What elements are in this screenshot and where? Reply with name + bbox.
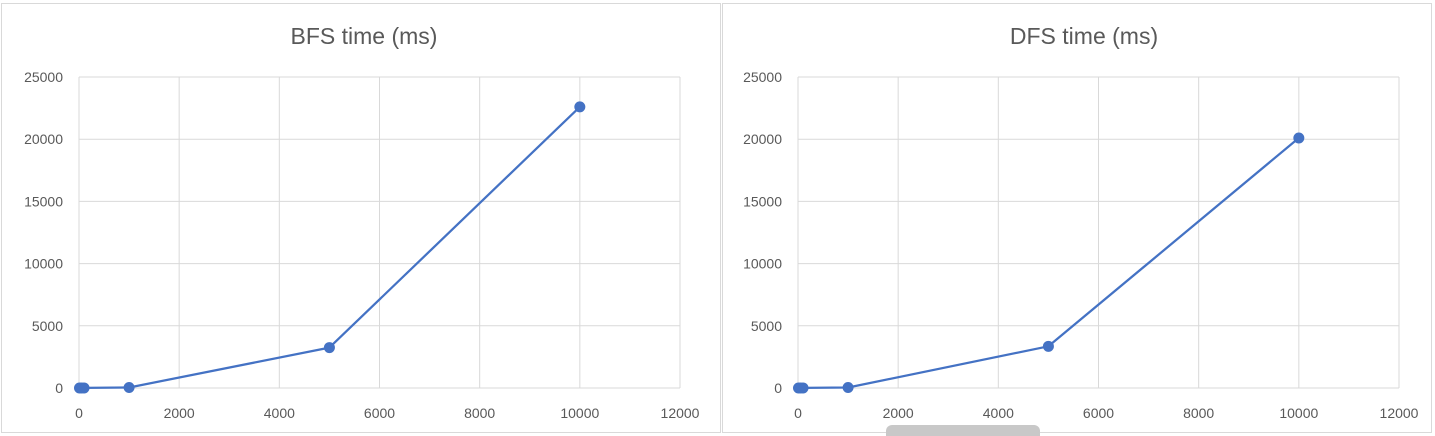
y-tick-label: 0 bbox=[774, 380, 782, 396]
x-tick-label: 0 bbox=[794, 405, 802, 421]
chart-title: BFS time (ms) bbox=[291, 23, 438, 49]
x-tick-label: 2000 bbox=[164, 405, 195, 421]
x-tick-label: 2000 bbox=[883, 405, 914, 421]
data-point bbox=[842, 382, 854, 394]
y-tick-label: 20000 bbox=[743, 131, 782, 147]
x-tick-label: 12000 bbox=[661, 405, 700, 421]
x-tick-label: 12000 bbox=[1380, 405, 1419, 421]
dfs-chart-plot: DFS time (ms) 0 5000 10000 15000 20000 25000 0 2… bbox=[743, 23, 1419, 421]
y-tick-label: 5000 bbox=[751, 318, 782, 334]
data-point bbox=[797, 382, 809, 394]
x-tick-label: 6000 bbox=[364, 405, 395, 421]
x-tick-label: 8000 bbox=[1183, 405, 1214, 421]
data-point bbox=[574, 101, 586, 113]
y-tick-label: 0 bbox=[55, 380, 63, 396]
dfs-chart[interactable]: DFS time (ms) 0 5000 10000 15000 20000 25000 0 2… bbox=[722, 3, 1432, 433]
chart-title: DFS time (ms) bbox=[1010, 23, 1158, 49]
x-tick-label: 8000 bbox=[464, 405, 495, 421]
y-tick-label: 10000 bbox=[24, 256, 63, 272]
y-tick-label: 15000 bbox=[24, 193, 63, 209]
data-point bbox=[78, 382, 90, 394]
data-point bbox=[123, 382, 135, 394]
x-tick-label: 6000 bbox=[1083, 405, 1114, 421]
x-tick-label: 10000 bbox=[1279, 405, 1318, 421]
x-tick-label: 4000 bbox=[264, 405, 295, 421]
data-point bbox=[1042, 340, 1054, 352]
horizontal-scrollbar-thumb[interactable] bbox=[886, 425, 1040, 436]
y-tick-label: 15000 bbox=[743, 193, 782, 209]
x-tick-label: 4000 bbox=[983, 405, 1014, 421]
bfs-chart-plot: BFS time (ms) 0 5000 10000 15000 20000 25000 0 2… bbox=[24, 23, 700, 421]
data-point bbox=[323, 342, 335, 354]
y-tick-label: 10000 bbox=[743, 256, 782, 272]
y-tick-label: 5000 bbox=[32, 318, 63, 334]
y-tick-label: 25000 bbox=[743, 69, 782, 85]
x-tick-label: 10000 bbox=[560, 405, 599, 421]
y-tick-label: 20000 bbox=[24, 131, 63, 147]
bfs-chart[interactable]: BFS time (ms) 0 5000 10000 15000 20000 25000 0 2… bbox=[1, 3, 721, 433]
y-tick-label: 25000 bbox=[24, 69, 63, 85]
x-tick-label: 0 bbox=[75, 405, 83, 421]
data-point bbox=[1293, 132, 1305, 144]
